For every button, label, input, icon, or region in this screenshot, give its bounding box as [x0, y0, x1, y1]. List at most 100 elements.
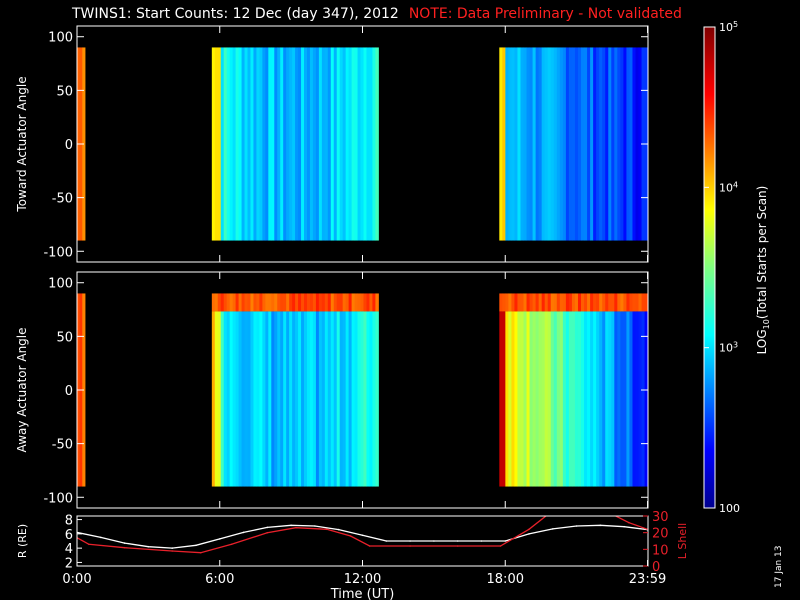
y-axis-label: Away Actuator Angle — [15, 327, 29, 452]
heat-cell — [568, 293, 573, 312]
heat-cell — [523, 311, 528, 487]
heat-cell — [562, 293, 567, 312]
heat-cell — [526, 47, 531, 241]
heat-cell — [532, 311, 537, 487]
heat-cell — [375, 293, 379, 312]
heat-cell — [235, 47, 240, 241]
heat-cell — [220, 293, 225, 312]
series-point — [123, 542, 126, 544]
away-heatmap — [77, 293, 648, 487]
heat-cell — [268, 47, 272, 241]
heat-cell — [321, 311, 326, 487]
heat-cell — [644, 311, 648, 487]
heat-cell — [211, 293, 216, 312]
series-point — [147, 545, 150, 548]
heat-cell — [372, 293, 376, 312]
heat-cell — [605, 47, 609, 241]
heat-cell — [632, 293, 636, 312]
heat-cell — [550, 311, 555, 487]
heat-cell — [339, 293, 344, 312]
heat-cell — [574, 47, 579, 241]
heat-cell — [599, 47, 603, 241]
heat-cell — [238, 311, 243, 487]
heat-cell — [611, 293, 615, 312]
heat-cell — [511, 311, 515, 487]
heat-cell — [256, 47, 260, 241]
heat-cell — [502, 293, 506, 312]
heat-cell — [556, 293, 561, 312]
heat-cell — [559, 47, 564, 241]
heat-cell — [250, 293, 254, 312]
heat-cell — [318, 293, 323, 312]
heat-cell — [304, 293, 308, 312]
heat-cell — [357, 311, 362, 487]
heat-cell — [535, 311, 540, 487]
heat-cell — [596, 311, 600, 487]
right-y-tick-label: 0 — [652, 560, 660, 575]
series-point — [480, 540, 483, 542]
y-tick-label: -100 — [43, 245, 73, 260]
heat-cell — [620, 311, 624, 487]
heat-cell — [226, 47, 231, 241]
heat-cell — [617, 293, 621, 312]
heat-cell — [629, 47, 633, 241]
x-tick-label: 6:00 — [205, 572, 234, 587]
heat-cell — [286, 47, 290, 241]
heat-cell — [363, 311, 367, 487]
series-point — [290, 524, 292, 527]
heat-cell — [315, 293, 320, 312]
heat-cell — [274, 47, 278, 241]
heat-cell — [372, 47, 376, 241]
heat-cell — [514, 47, 518, 241]
heat-cell — [369, 311, 373, 487]
heat-cell — [351, 47, 356, 241]
heat-cell — [357, 47, 362, 241]
heat-cell — [623, 311, 627, 487]
series-point — [409, 545, 411, 547]
heat-cell — [277, 47, 281, 241]
x-axis-label: Time (UT) — [330, 587, 395, 600]
heat-cell — [271, 47, 275, 241]
heat-cell — [226, 293, 231, 312]
heat-cell — [360, 47, 364, 241]
heat-cell — [330, 311, 335, 487]
heat-cell — [590, 293, 594, 312]
heat-cell — [274, 311, 278, 487]
heat-cell — [620, 47, 624, 241]
heat-cell — [304, 47, 308, 241]
y-tick-label: 0 — [65, 384, 73, 399]
heat-cell — [520, 47, 525, 241]
heat-cell — [602, 293, 606, 312]
right-y-tick-label: 30 — [652, 510, 669, 525]
y-tick-label: 0 — [65, 138, 73, 153]
heat-cell — [351, 311, 356, 487]
heat-cell — [632, 311, 636, 487]
heat-cell — [292, 47, 296, 241]
series-point — [326, 528, 328, 531]
heat-cell — [602, 311, 606, 487]
heat-cell — [363, 47, 367, 241]
heat-cell — [244, 311, 248, 487]
heat-cell — [608, 47, 612, 241]
heat-cell — [547, 293, 552, 312]
heat-cell — [336, 47, 341, 241]
heat-cell — [502, 47, 506, 241]
heat-cell — [544, 293, 549, 312]
series-point — [575, 525, 578, 527]
colorbar-tick-label: 100 — [719, 502, 740, 515]
heat-cell — [345, 311, 350, 487]
heat-cell — [559, 311, 564, 487]
heat-cell — [508, 311, 512, 487]
series-point — [242, 531, 245, 534]
heat-cell — [280, 293, 284, 312]
heat-cell — [232, 311, 237, 487]
series-point — [314, 525, 316, 527]
heat-cell — [641, 293, 646, 312]
heat-cell — [345, 47, 350, 241]
series-point — [409, 540, 411, 542]
heat-cell — [333, 293, 338, 312]
heat-cell — [238, 47, 243, 241]
preliminary-note: NOTE: Data Preliminary - Not validated — [408, 6, 682, 22]
